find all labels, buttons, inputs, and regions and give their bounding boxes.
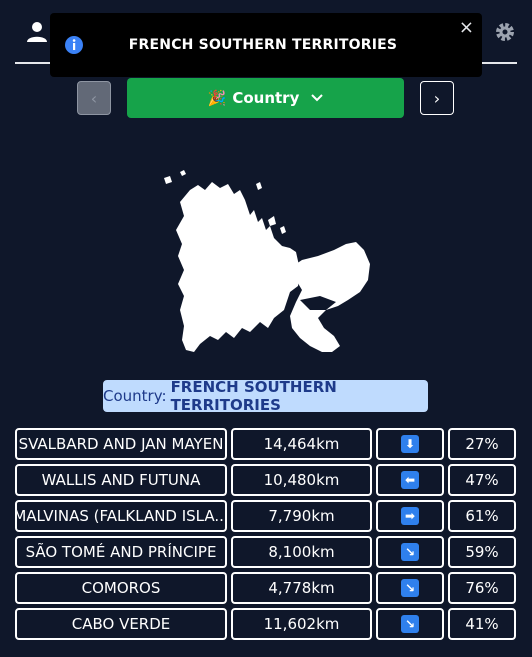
guess-direction: ⬇ <box>376 428 444 460</box>
answer-prefix: Country: <box>103 387 167 405</box>
answer-country-name: FRENCH SOUTHERN TERRITORIES <box>170 378 337 414</box>
arrow-down-icon: ⬇ <box>401 435 419 453</box>
guess-table: SVALBARD AND JAN MAYEN 14,464km ⬇ 27% WA… <box>15 428 517 644</box>
guess-proximity: 27% <box>448 428 516 460</box>
guess-proximity: 41% <box>448 608 516 640</box>
guess-direction: ↘ <box>376 608 444 640</box>
guess-direction: ↘ <box>376 536 444 568</box>
gear-icon[interactable] <box>493 20 517 44</box>
guess-row: WALLIS AND FUTUNA 10,480km ⬅ 47% <box>15 464 517 496</box>
guess-proximity: 61% <box>448 500 516 532</box>
toast-title: FRENCH SOUTHERN TERRITORIES <box>128 37 398 53</box>
guess-direction: ➡ <box>376 500 444 532</box>
country-toast: FRENCH SOUTHERN TERRITORIES × <box>50 13 482 77</box>
previous-button[interactable]: ‹ <box>77 81 111 115</box>
party-emoji: 🎉 <box>207 89 227 107</box>
guess-country-name: MALVINAS (FALKLAND ISLA... <box>15 500 227 532</box>
guess-country-name: SÃO TOMÉ AND PRÍNCIPE <box>15 536 227 568</box>
guess-distance: 14,464km <box>231 428 372 460</box>
guess-direction: ↘ <box>376 572 444 604</box>
guess-direction: ⬅ <box>376 464 444 496</box>
guess-country-name: WALLIS AND FUTUNA <box>15 464 227 496</box>
guess-distance: 10,480km <box>231 464 372 496</box>
close-icon[interactable]: × <box>458 17 474 38</box>
guess-distance: 8,100km <box>231 536 372 568</box>
mode-select-button[interactable]: 🎉 Country <box>127 78 404 118</box>
user-icon[interactable] <box>25 20 49 44</box>
chevron-right-icon: › <box>433 88 441 108</box>
arrow-down-right-icon: ↘ <box>401 615 419 633</box>
guess-distance: 7,790km <box>231 500 372 532</box>
guess-row: CABO VERDE 11,602km ↘ 41% <box>15 608 517 640</box>
next-button[interactable]: › <box>420 81 454 115</box>
guess-proximity: 47% <box>448 464 516 496</box>
guess-proximity: 76% <box>448 572 516 604</box>
arrow-down-right-icon: ↘ <box>401 543 419 561</box>
guess-row: SÃO TOMÉ AND PRÍNCIPE 8,100km ↘ 59% <box>15 536 517 568</box>
guess-country-name: COMOROS <box>15 572 227 604</box>
guess-row: SVALBARD AND JAN MAYEN 14,464km ⬇ 27% <box>15 428 517 460</box>
chevron-left-icon: ‹ <box>90 88 98 108</box>
arrow-down-right-icon: ↘ <box>401 579 419 597</box>
guess-distance: 4,778km <box>231 572 372 604</box>
country-silhouette <box>164 170 370 352</box>
mode-label: Country <box>232 89 300 107</box>
chevron-down-icon <box>311 94 324 102</box>
guess-row: MALVINAS (FALKLAND ISLA... 7,790km ➡ 61% <box>15 500 517 532</box>
guess-country-name: CABO VERDE <box>15 608 227 640</box>
guess-distance: 11,602km <box>231 608 372 640</box>
guess-proximity: 59% <box>448 536 516 568</box>
guess-country-name: SVALBARD AND JAN MAYEN <box>15 428 227 460</box>
arrow-right-icon: ➡ <box>401 507 419 525</box>
info-icon <box>65 36 83 54</box>
guess-row: COMOROS 4,778km ↘ 76% <box>15 572 517 604</box>
answer-label: Country: FRENCH SOUTHERN TERRITORIES <box>103 378 428 414</box>
arrow-left-icon: ⬅ <box>401 471 419 489</box>
